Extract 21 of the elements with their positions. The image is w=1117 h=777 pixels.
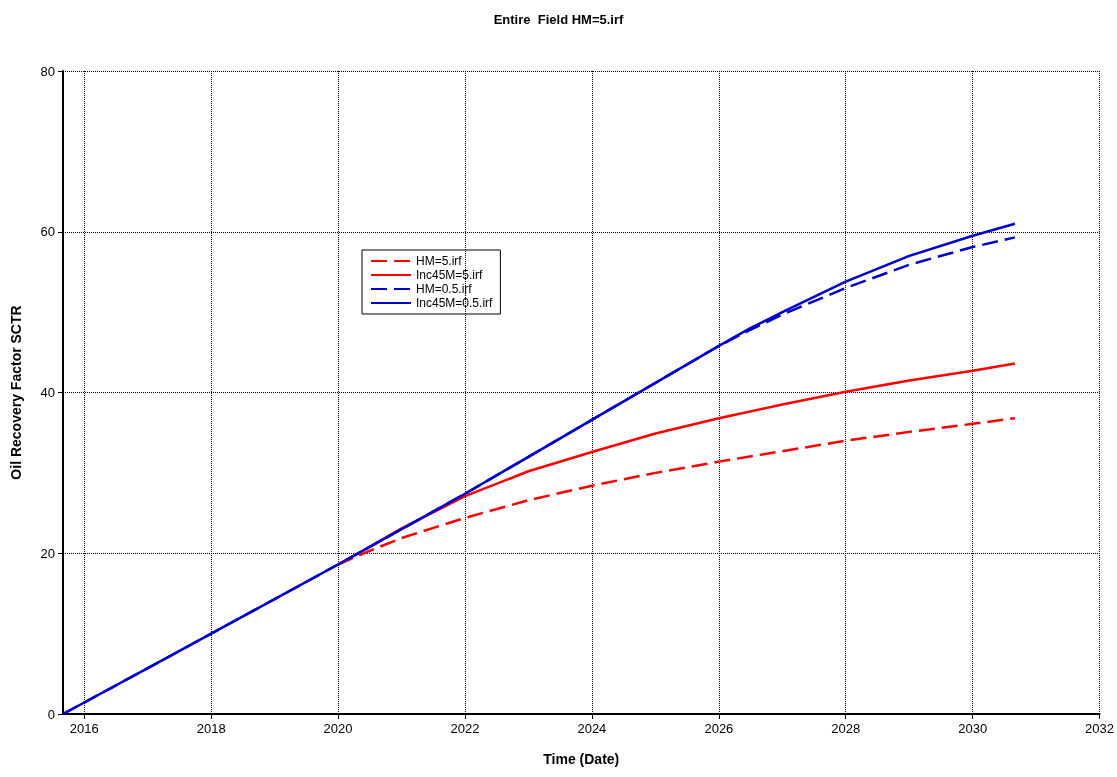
x-tick-label: 2020 [323, 721, 353, 736]
y-tick-label: 0 [47, 706, 55, 722]
y-tick-label: 60 [40, 224, 55, 240]
x-tick-label: 2024 [577, 721, 607, 736]
x-tick-label: 2032 [1085, 721, 1114, 736]
y-tick-label: 20 [40, 545, 55, 561]
legend-label: HM=5.irf [416, 254, 463, 268]
x-tick-label: 2030 [958, 721, 988, 736]
x-tick-label: 2018 [196, 721, 226, 736]
legend-label: Inc45M=0.5.irf [416, 296, 494, 310]
x-tick-label: 2026 [704, 721, 734, 736]
legend-label: Inc45M=5.irf [416, 268, 484, 282]
y-axis-title: Oil Recovery Factor SCTR [8, 305, 24, 480]
x-axis-title: Time (Date) [543, 751, 620, 767]
y-tick-label: 40 [40, 385, 55, 400]
chart-title: Entire Field HM=5.irf [493, 12, 624, 27]
y-tick-label: 80 [40, 63, 55, 79]
x-tick-label: 2028 [831, 721, 861, 736]
x-tick-label: 2016 [69, 721, 99, 736]
x-tick-label: 2022 [450, 721, 480, 736]
legend-label: HM=0.5.irf [416, 282, 473, 296]
